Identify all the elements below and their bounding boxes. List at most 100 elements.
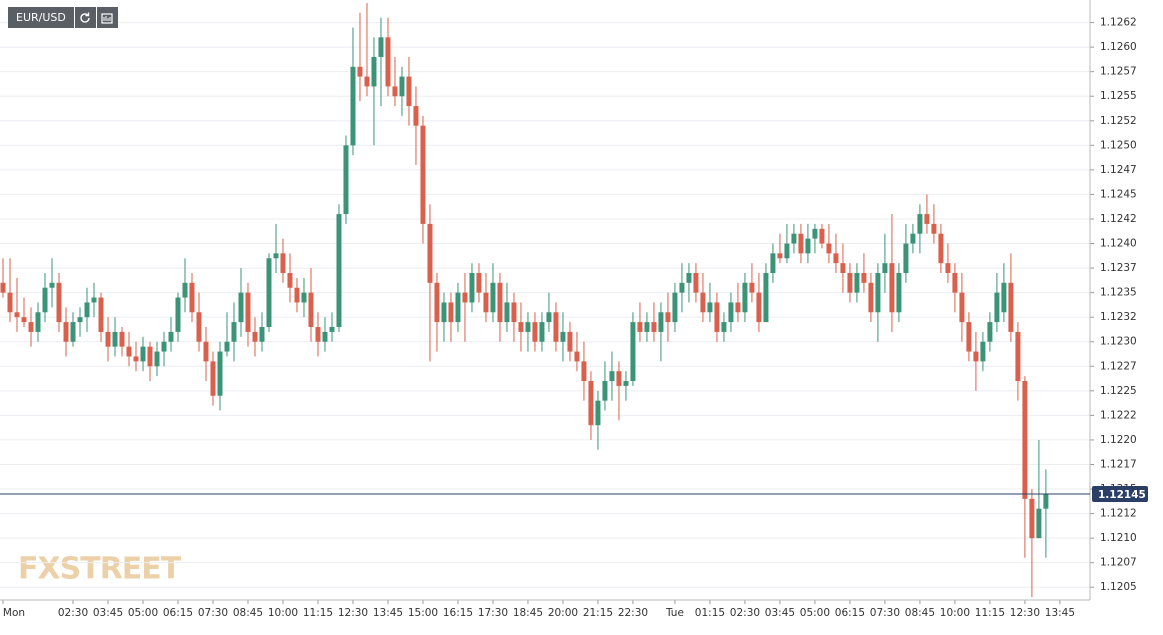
toolbar: EUR/USD	[8, 7, 119, 28]
x-tick-label: 22:30	[618, 607, 648, 619]
refresh-icon	[80, 12, 91, 23]
candle-body	[175, 297, 181, 332]
symbol-button[interactable]: EUR/USD	[8, 7, 74, 28]
y-tick-label: 1.1262	[1100, 17, 1137, 29]
x-tick-label: 05:00	[128, 607, 158, 619]
refresh-button[interactable]	[74, 7, 96, 28]
candle-body	[140, 346, 146, 362]
candle-body	[560, 331, 566, 342]
candle-body	[595, 400, 601, 426]
candle-body	[462, 292, 468, 303]
candle-body	[574, 351, 580, 362]
candle-body	[966, 322, 972, 352]
candle-body	[847, 272, 853, 293]
candle-body	[665, 312, 671, 323]
candle-body	[518, 322, 524, 332]
candle-body	[392, 86, 398, 97]
y-tick-label: 1.1220	[1100, 434, 1137, 446]
candle-body	[434, 282, 440, 323]
candle-body	[378, 37, 384, 57]
candle-body	[791, 233, 797, 244]
candle-body	[21, 317, 27, 323]
candle-body	[924, 214, 930, 224]
candle-body	[231, 322, 237, 342]
y-tick-label: 1.1225	[1100, 385, 1137, 397]
candle-body	[469, 272, 475, 303]
candle-body	[819, 228, 825, 244]
candle-body	[910, 233, 916, 244]
candle-body	[406, 76, 412, 107]
x-tick-label: 15:00	[408, 607, 438, 619]
candle-body	[105, 331, 111, 347]
candle-body	[931, 223, 937, 234]
candle-body	[168, 331, 174, 342]
candle-body	[973, 351, 979, 362]
x-tick-label: 06:15	[835, 607, 865, 619]
candle-body	[840, 263, 846, 273]
candle-body	[616, 371, 622, 386]
candle-body	[238, 292, 244, 323]
candle-body	[287, 272, 293, 288]
candle-body	[553, 312, 559, 342]
candle-body	[833, 253, 839, 264]
candle-body	[56, 282, 62, 323]
candle-body	[266, 258, 272, 328]
candle-body	[70, 322, 76, 342]
plot-background	[0, 0, 1090, 600]
y-tick-label: 1.1235	[1100, 287, 1137, 299]
candle-body	[903, 243, 909, 273]
candle-body	[329, 327, 335, 332]
candle-body	[63, 322, 69, 342]
x-tick-label: Tue	[665, 607, 684, 619]
candle-body	[602, 381, 608, 401]
candle-body	[1015, 331, 1021, 382]
candle-body	[413, 106, 419, 126]
candle-body	[343, 145, 349, 215]
y-tick-label: 1.1250	[1100, 139, 1137, 151]
candle-body	[525, 322, 531, 332]
candle-body	[770, 253, 776, 273]
candle-body	[721, 322, 727, 332]
x-tick-label: 08:45	[905, 607, 935, 619]
candle-body	[119, 331, 125, 347]
x-tick-label: 03:45	[93, 607, 123, 619]
candle-body	[980, 341, 986, 362]
y-tick-label: 1.1257	[1100, 66, 1137, 78]
candle-body	[322, 331, 328, 342]
candle-body	[567, 331, 573, 352]
y-tick-label: 1.1212	[1100, 508, 1137, 520]
candle-body	[588, 381, 594, 426]
candle-body	[735, 302, 741, 313]
candle-body	[182, 282, 188, 298]
candle-body	[1001, 282, 1007, 313]
candle-body	[658, 312, 664, 332]
candle-body	[812, 228, 818, 239]
candle-body	[371, 56, 377, 87]
settings-button[interactable]	[96, 7, 118, 28]
candle-body	[259, 327, 265, 342]
candle-body	[1029, 498, 1035, 539]
candle-body	[693, 272, 699, 293]
candle-body	[35, 312, 41, 332]
x-tick-label: 02:30	[58, 607, 88, 619]
candle-body	[1043, 493, 1049, 509]
candle-body	[196, 312, 202, 342]
candle-body	[308, 292, 314, 328]
candle-body	[1008, 282, 1014, 332]
candle-body	[399, 76, 405, 97]
candle-body	[77, 317, 83, 323]
candle-body	[294, 287, 300, 303]
candle-body	[700, 292, 706, 313]
candle-body	[728, 302, 734, 323]
candle-body	[224, 341, 230, 352]
candle-body	[280, 253, 286, 273]
y-tick-label: 1.1255	[1100, 90, 1137, 102]
x-tick-label: 20:00	[548, 607, 578, 619]
candle-body	[994, 292, 1000, 323]
candle-body	[651, 322, 657, 332]
candle-body	[938, 233, 944, 264]
candle-body	[756, 292, 762, 323]
y-tick-label: 1.1205	[1100, 581, 1137, 593]
candle-body	[455, 292, 461, 323]
candle-body	[189, 282, 195, 313]
